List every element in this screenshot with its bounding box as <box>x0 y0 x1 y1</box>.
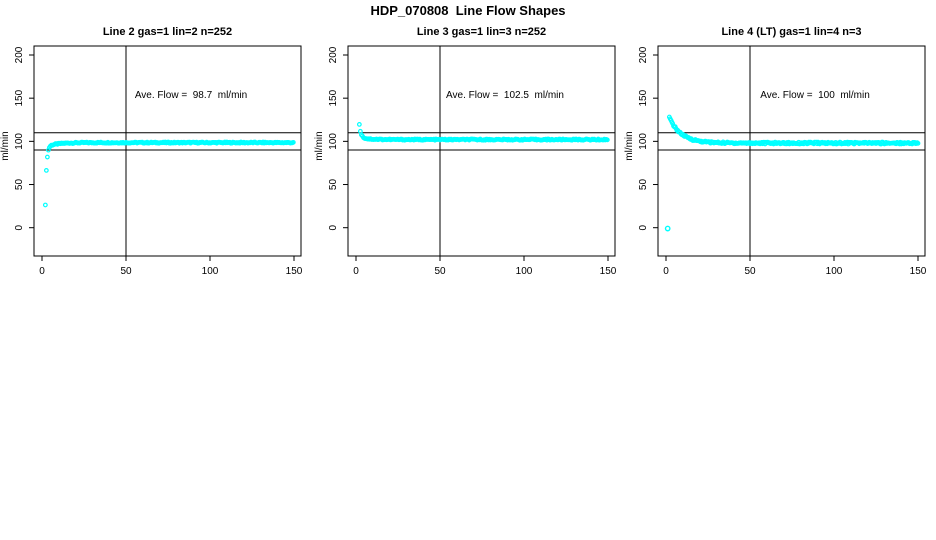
y-tick-label: 50 <box>14 179 25 191</box>
data-point <box>44 154 50 160</box>
ave-flow-annotation-line3: Ave. Flow = 102.5 ml/min <box>446 90 564 101</box>
plot-box <box>347 45 616 257</box>
y-tick-label: 50 <box>638 179 649 191</box>
x-tick-label: 100 <box>202 266 219 277</box>
y-tick-label: 200 <box>14 46 25 63</box>
x-tick-label: 0 <box>39 266 45 277</box>
y-tick-label: 50 <box>328 179 339 191</box>
y-tick-label: 100 <box>14 133 25 150</box>
panel-title-line3: Line 3 gas=1 lin=3 n=252 <box>416 26 547 38</box>
panel-title-line2: Line 2 gas=1 lin=2 n=252 <box>102 26 233 38</box>
x-tick-label: 100 <box>826 266 843 277</box>
ave-flow-annotation-line4: Ave. Flow = 100 ml/min <box>760 90 870 101</box>
x-tick-label: 150 <box>600 266 617 277</box>
y-tick-label: 150 <box>328 89 339 106</box>
y-tick-label: 0 <box>638 224 649 230</box>
y-tick-label: 150 <box>14 89 25 106</box>
data-point <box>42 202 48 208</box>
x-tick-label: 50 <box>434 266 446 277</box>
y-tick-label: 100 <box>638 133 649 150</box>
y-axis-label: ml/min <box>0 131 11 160</box>
ave-flow-annotation-line2: Ave. Flow = 98.7 ml/min <box>134 90 248 101</box>
x-tick-label: 150 <box>910 266 927 277</box>
scatter-plots-svg: 0 50 100 150 0 50 100 150 200 ml/min 0 50 100 150 0 50 1… <box>0 45 927 277</box>
plot-box <box>33 45 302 257</box>
x-tick-label: 50 <box>120 266 132 277</box>
y-tick-label: 0 <box>328 224 339 230</box>
plot-box <box>657 45 926 257</box>
x-tick-label: 100 <box>516 266 533 277</box>
data-point <box>915 140 921 146</box>
data-point <box>604 137 610 143</box>
x-tick-label: 0 <box>353 266 359 277</box>
y-tick-label: 150 <box>638 89 649 106</box>
x-tick-label: 50 <box>744 266 756 277</box>
x-tick-label: 0 <box>663 266 669 277</box>
data-point <box>356 122 362 127</box>
y-axis-label: ml/min <box>624 131 635 160</box>
y-tick-label: 100 <box>328 133 339 150</box>
y-axis-label: ml/min <box>314 131 325 160</box>
outlier-point <box>664 225 671 232</box>
data-point <box>43 168 49 173</box>
y-tick-label: 200 <box>328 46 339 63</box>
x-tick-label: 150 <box>286 266 303 277</box>
data-point <box>290 139 296 145</box>
chart-title: HDP_070808 Line Flow Shapes <box>370 3 566 18</box>
panel-title-line4: Line 4 (LT) gas=1 lin=4 n=3 <box>721 26 862 38</box>
y-tick-label: 0 <box>14 224 25 230</box>
y-tick-label: 200 <box>638 46 649 63</box>
